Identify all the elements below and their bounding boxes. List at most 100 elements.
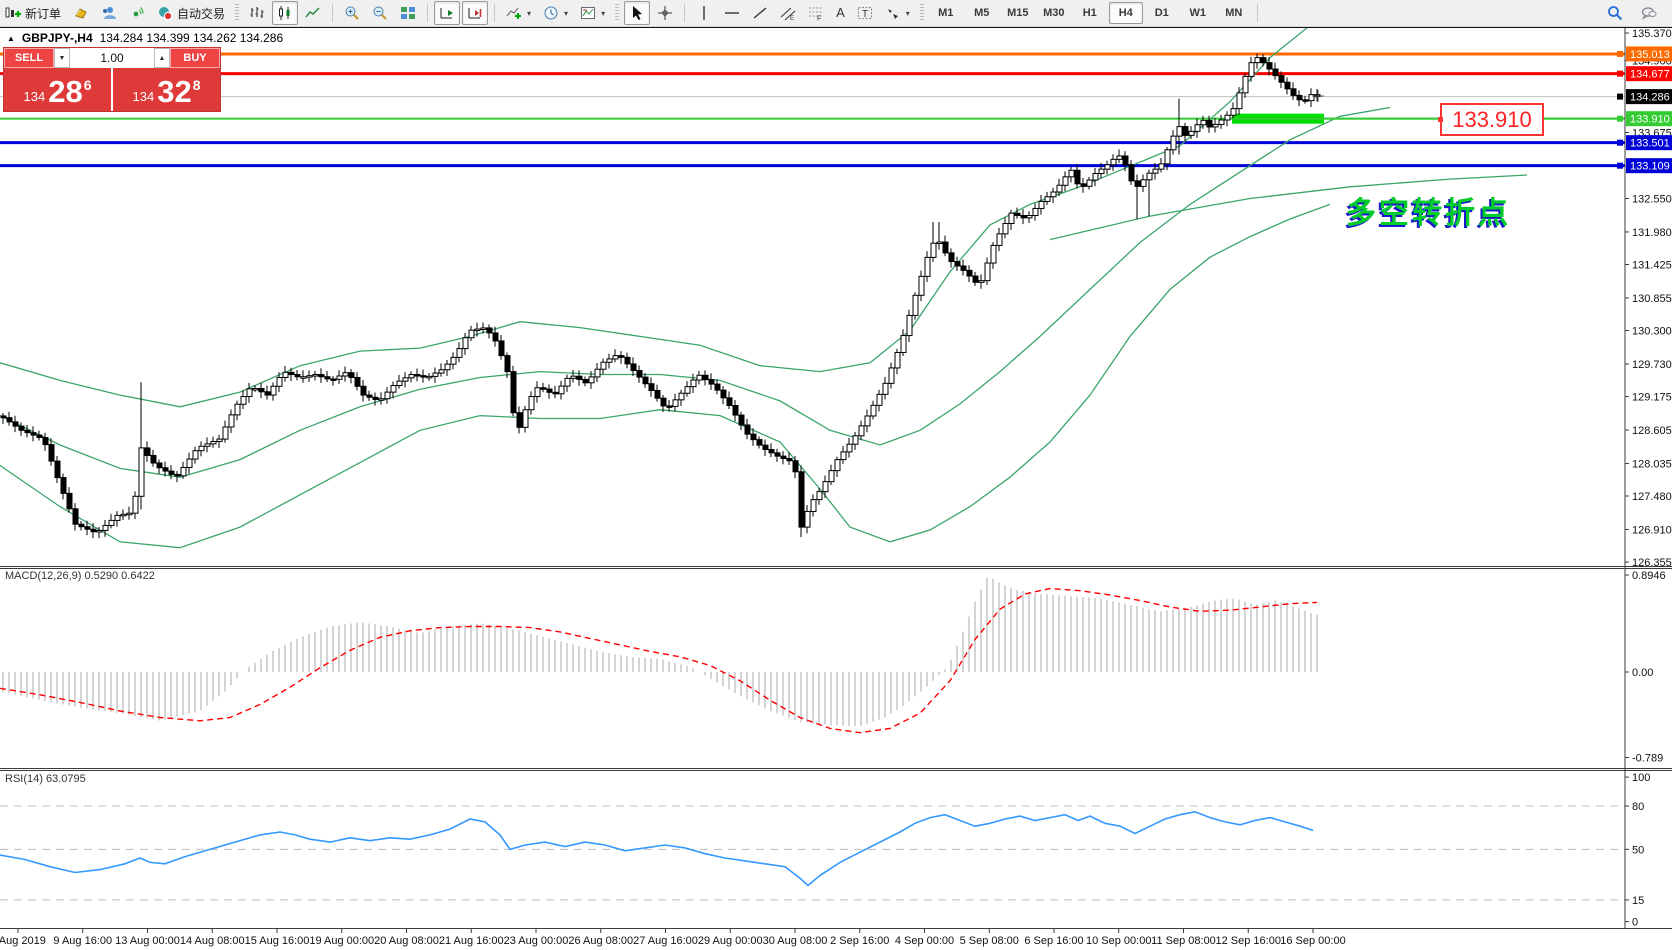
price-scale[interactable]: 135.370134.900133.675132.550131.980131.4… xyxy=(1617,28,1672,929)
toolbar-separator xyxy=(332,4,334,22)
timeframe-m5-button[interactable]: M5 xyxy=(974,7,990,19)
periods-button[interactable]: ▾ xyxy=(538,1,573,25)
svg-text:133.501: 133.501 xyxy=(1630,138,1670,150)
clock-icon xyxy=(543,5,559,21)
toolbar-separator xyxy=(494,4,496,22)
timeframe-d1-button[interactable]: D1 xyxy=(1154,7,1169,19)
price-badge-134.677 xyxy=(1626,66,1672,82)
svg-text:14 Aug 08:00: 14 Aug 08:00 xyxy=(180,935,245,947)
svg-text:10 Sep 00:00: 10 Sep 00:00 xyxy=(1086,935,1151,947)
price-badge-133.109 xyxy=(1626,158,1672,174)
svg-text:100: 100 xyxy=(1632,772,1650,784)
toolbar-grip xyxy=(615,4,620,22)
svg-text:27 Aug 16:00: 27 Aug 16:00 xyxy=(633,935,698,947)
horizontal-line-tool-button[interactable] xyxy=(719,1,745,25)
chart-shift-button[interactable] xyxy=(462,1,489,25)
sell-price[interactable]: 134 28 6 xyxy=(4,68,113,111)
chat-icon xyxy=(1641,5,1657,21)
candlestick-series xyxy=(0,53,1324,539)
search-button[interactable] xyxy=(1602,1,1628,25)
trendline-tool-button[interactable] xyxy=(747,1,773,25)
vertical-line-tool-button[interactable] xyxy=(691,1,717,25)
svg-text:126.355: 126.355 xyxy=(1632,557,1672,569)
price-badge-134.286 xyxy=(1626,89,1672,105)
svg-text:6 Sep 16:00: 6 Sep 16:00 xyxy=(1024,935,1083,947)
macd-signal-line xyxy=(0,587,1318,734)
svg-text:130.855: 130.855 xyxy=(1632,293,1672,305)
buy-price[interactable]: 134 32 8 xyxy=(113,68,220,111)
chinese-annotation-text[interactable]: 多空转折点 xyxy=(1346,197,1511,230)
quotes-button[interactable] xyxy=(68,1,94,25)
main-toolbar: 新订单 自动交易 xyxy=(0,0,1672,27)
label-tool-button[interactable]: T xyxy=(852,1,878,25)
timeframe-m15-button[interactable]: M15 xyxy=(1007,7,1029,19)
cursor-button[interactable] xyxy=(624,1,651,25)
volume-up-button[interactable]: ▲ xyxy=(154,48,170,68)
fibonacci-icon: F xyxy=(808,5,824,21)
autotrading-button[interactable]: 自动交易 xyxy=(152,1,230,25)
svg-text:131.425: 131.425 xyxy=(1632,260,1672,272)
svg-text:16 Sep 00:00: 16 Sep 00:00 xyxy=(1280,935,1345,947)
candlestick-chart-button[interactable] xyxy=(272,1,299,25)
tile-windows-button[interactable] xyxy=(395,1,421,25)
sell-price-fraction: 6 xyxy=(83,77,92,93)
dropdown-caret-icon: ▾ xyxy=(905,8,910,18)
timeframe-m30-button[interactable]: M30 xyxy=(1043,7,1065,19)
new-order-icon xyxy=(5,5,21,21)
signals-button[interactable] xyxy=(124,1,150,25)
text-tool-button[interactable]: A xyxy=(831,1,850,25)
crosshair-button[interactable] xyxy=(652,1,678,25)
channel-tool-button[interactable]: E xyxy=(775,1,801,25)
line-chart-button[interactable] xyxy=(300,1,326,25)
svg-text:128.605: 128.605 xyxy=(1632,425,1672,437)
svg-text:134.677: 134.677 xyxy=(1630,69,1670,81)
timeframe-m1-button[interactable]: M1 xyxy=(938,7,954,19)
bollinger-tail xyxy=(1049,174,1528,241)
svg-text:131.980: 131.980 xyxy=(1632,227,1672,239)
chat-button[interactable] xyxy=(1636,1,1662,25)
timeframe-h1-button[interactable]: H1 xyxy=(1082,7,1097,19)
timeframe-w1-button[interactable]: W1 xyxy=(1189,7,1207,19)
new-order-button[interactable]: 新订单 xyxy=(0,1,66,25)
auto-scroll-button[interactable] xyxy=(434,1,461,25)
indicators-icon xyxy=(506,5,522,21)
axes xyxy=(0,28,1672,929)
volume-down-button[interactable]: ▼ xyxy=(54,48,70,68)
timeframe-mn-button[interactable]: MN xyxy=(1225,7,1243,19)
label-tool-icon: T xyxy=(857,5,873,21)
bar-chart-button[interactable] xyxy=(244,1,270,25)
price-badge-135.013 xyxy=(1626,46,1672,62)
timeframe-h4-button[interactable]: H4 xyxy=(1108,2,1143,24)
price-annotation-box[interactable]: 133.910 xyxy=(1438,103,1544,136)
buy-button[interactable]: BUY xyxy=(170,48,220,68)
new-order-label: 新订单 xyxy=(25,6,62,21)
svg-text:29 Aug 00:00: 29 Aug 00:00 xyxy=(698,935,763,947)
svg-text:135.370: 135.370 xyxy=(1632,28,1672,40)
crosshair-icon xyxy=(657,5,673,21)
dropdown-caret-icon: ▾ xyxy=(601,8,606,18)
svg-text:15: 15 xyxy=(1632,895,1644,907)
svg-text:13 Aug 00:00: 13 Aug 00:00 xyxy=(115,935,180,947)
community-button[interactable] xyxy=(96,1,122,25)
volume-input[interactable]: 1.00 xyxy=(70,48,154,68)
svg-text:135.013: 135.013 xyxy=(1630,49,1670,61)
sell-button[interactable]: SELL xyxy=(4,48,54,68)
fibonacci-tool-button[interactable]: F xyxy=(803,1,829,25)
bollinger-middle xyxy=(0,106,1391,478)
timeframe-bar: M1 M5 M15 M30 H1 H4 D1 W1 MN xyxy=(929,2,1251,24)
zoom-in-button[interactable] xyxy=(339,1,365,25)
indicators-button[interactable]: ▾ xyxy=(501,1,536,25)
template-icon xyxy=(580,5,596,21)
arrows-tool-button[interactable]: ▾ xyxy=(880,1,915,25)
zoom-out-button[interactable] xyxy=(367,1,393,25)
sell-price-big-figure: 134 xyxy=(23,89,46,104)
svg-text:9 Aug 16:00: 9 Aug 16:00 xyxy=(53,935,112,947)
toolbar-grip xyxy=(919,4,924,22)
templates-button[interactable]: ▾ xyxy=(575,1,610,25)
community-icon xyxy=(101,5,117,21)
chart-header: ▲ GBPJPY-,H4 134.284 134.399 134.262 134… xyxy=(7,31,283,45)
svg-text:0.00: 0.00 xyxy=(1632,667,1653,679)
collapse-triangle-icon[interactable]: ▲ xyxy=(7,34,15,43)
